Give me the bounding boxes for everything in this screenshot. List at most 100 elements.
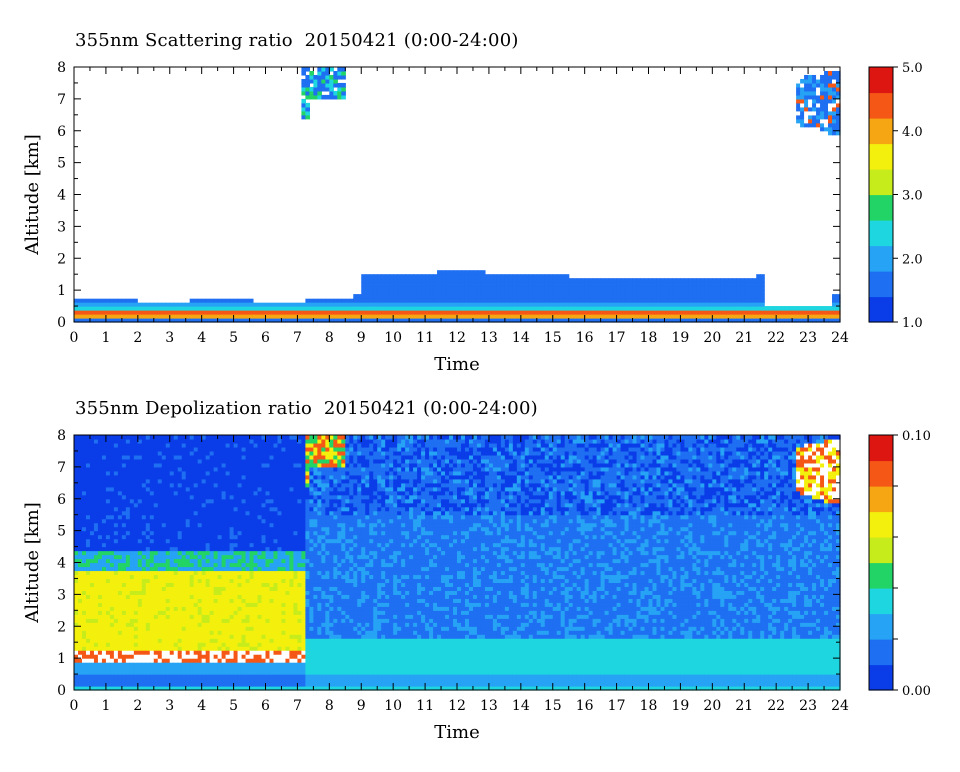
depolarization-cell [186,479,191,484]
depolarization-cell [230,459,235,464]
scattering-cell [493,290,498,295]
scattering-cell [621,298,626,303]
depolarization-cell [138,523,143,528]
scattering-cell [86,306,91,311]
depolarization-cell [198,666,203,671]
scattering-cell [94,306,99,311]
depolarization-cell [142,678,147,683]
scattering-cell [808,87,813,92]
depolarization-cell [154,598,159,603]
depolarization-cell [142,539,147,544]
scattering-cell [349,294,354,299]
depolarization-cell [86,682,91,687]
scattering-cell [457,270,462,275]
scattering-cell [409,310,414,315]
scattering-cell [748,290,753,295]
depolarization-cell [114,551,119,556]
scattering-cell [393,302,398,307]
depolarization-cell [166,503,171,508]
scattering-cell [692,298,697,303]
depolarization-cell [246,654,251,659]
scattering-colorbar-step [869,252,893,259]
depolarization-cell [90,563,95,568]
scattering-cell [760,286,765,291]
depolarization-cell [162,578,167,583]
scattering-cell [381,314,386,319]
scattering-cell [529,306,534,311]
scattering-cell [309,79,314,84]
depolarization-cell [230,666,235,671]
scattering-cell [513,282,518,287]
depolarization-cell [86,519,91,524]
depolarization-cell [134,630,139,635]
depolarization-cell [186,447,191,452]
scattering-cell [732,278,737,283]
scattering-cell [397,278,402,283]
depolarization-cell [118,658,123,663]
scattering-colorbar-step [869,99,893,106]
depolarization-cell [122,535,127,540]
depolarization-cell [238,618,243,623]
depolarization-cell [114,674,119,679]
depolarization-cell [178,535,183,540]
scattering-cell [585,294,590,299]
depolarization-cell [158,547,163,552]
scattering-cell [78,298,83,303]
depolarization-cell [158,491,163,496]
scattering-cell [525,298,530,303]
depolarization-cell [90,527,95,532]
depolarization-cell [198,662,203,667]
depolarization-cell [238,495,243,500]
scattering-cell [333,83,338,88]
depolarization-cell [98,578,103,583]
scattering-cell [409,306,414,311]
depolarization-cell [98,511,103,516]
scattering-cell [744,290,749,295]
depolarization-cell [82,435,87,440]
depolarization-cell [198,570,203,575]
depolarization-cell [106,650,111,655]
depolarization-cell [166,646,171,651]
depolarization-cell [98,682,103,687]
scattering-cell [832,111,837,116]
scattering-cell [800,107,805,112]
scattering-cell [345,314,350,319]
depolarization-cell [130,459,135,464]
scattering-cell [262,310,267,315]
scattering-cell [621,294,626,299]
depolarization-cell [106,439,111,444]
depolarization-cell [90,451,95,456]
depolarization-cell [178,551,183,556]
depolarization-cell [202,551,207,556]
depolarization-cell [234,642,239,647]
depolarization-cell [154,475,159,480]
depolarization-cell [114,515,119,520]
depolarization-cell [186,443,191,448]
scattering-cell [453,306,458,311]
depolarization-cell [150,666,155,671]
depolarization-cell [186,682,191,687]
scattering-cell [90,306,95,311]
scattering-cell [832,79,837,84]
depolarization-cell [150,594,155,599]
scattering-cell [645,286,650,291]
depolarization-cell [178,662,183,667]
scattering-cell [676,286,681,291]
scattering-cell [720,294,725,299]
depolarization-cell [194,606,199,611]
depolarization-cell [190,642,195,647]
scattering-cell [541,274,546,279]
depolarization-cell [214,646,219,651]
depolarization-cell [198,515,203,520]
scattering-cell [824,107,829,112]
depolarization-cell [158,682,163,687]
depolarization-cell [206,642,211,647]
depolarization-cell [130,439,135,444]
scattering-cell [98,310,103,315]
depolarization-cell [210,523,215,528]
scattering-cell [792,306,797,311]
depolarization-cell [106,467,111,472]
depolarization-cell [82,678,87,683]
depolarization-cell [230,463,235,468]
scattering-cell [461,282,466,287]
